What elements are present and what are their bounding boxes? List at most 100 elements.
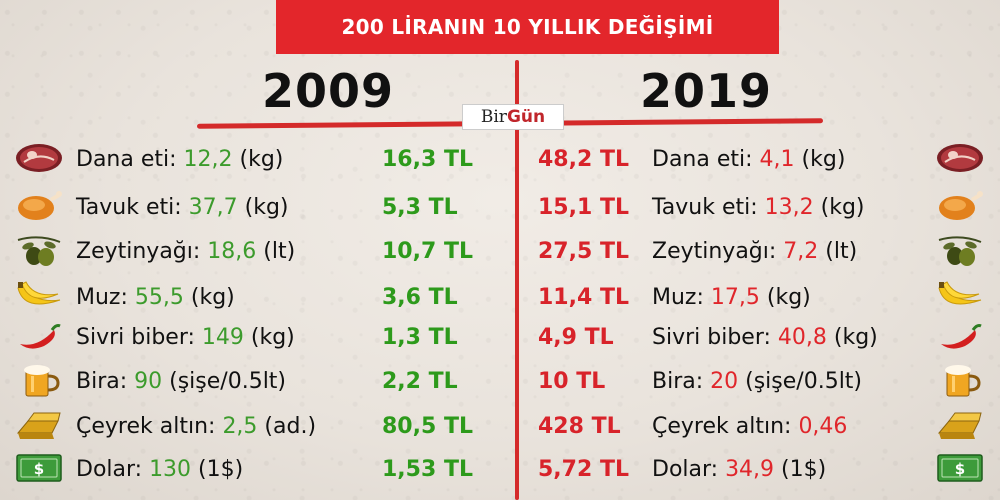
item-name: Dolar: xyxy=(76,456,150,482)
item-name: Dolar: xyxy=(652,456,726,482)
item-name: Dana eti: xyxy=(76,146,184,172)
item-name: Tavuk eti: xyxy=(76,194,189,220)
unit-price-2019: 11,4 TL xyxy=(538,284,629,310)
item-label-2009: Dana eti: 12,2 (kg) xyxy=(76,140,283,178)
item-name: Tavuk eti: xyxy=(652,194,765,220)
item-quantity: 2,5 xyxy=(222,413,258,439)
item-label-2019: Sivri biber: 40,8 (kg) xyxy=(652,318,878,356)
item-name: Zeytinyağı: xyxy=(652,238,784,264)
beer-mug-icon xyxy=(935,362,985,398)
unit-price-2009: 1,53 TL xyxy=(382,456,473,482)
item-name: Muz: xyxy=(652,284,711,310)
item-quantity: 37,7 xyxy=(188,194,238,220)
item-quantity: 90 xyxy=(134,368,163,394)
item-quantity: 130 xyxy=(149,456,192,482)
item-name: Çeyrek altın: xyxy=(76,413,223,439)
item-unit: (kg) xyxy=(243,324,295,350)
item-label-2009: Çeyrek altın: 2,5 (ad.) xyxy=(76,407,316,445)
dollar-bill-icon xyxy=(14,450,64,486)
item-quantity: 12,2 xyxy=(183,146,233,172)
unit-price-2019: 48,2 TL xyxy=(538,146,629,172)
item-label-2009: Tavuk eti: 37,7 (kg) xyxy=(76,188,289,226)
year-2019-heading: 2019 xyxy=(640,64,773,118)
item-name: Bira: xyxy=(652,368,711,394)
unit-price-2019: 10 TL xyxy=(538,368,606,394)
unit-price-2009: 3,6 TL xyxy=(382,284,458,310)
item-unit: (kg) xyxy=(759,284,811,310)
item-quantity: 0,46 xyxy=(798,413,848,439)
item-label-2009: Muz: 55,5 (kg) xyxy=(76,278,235,316)
item-quantity: 4,1 xyxy=(759,146,795,172)
vertical-divider xyxy=(515,60,519,500)
item-name: Muz: xyxy=(76,284,135,310)
item-label-2019: Zeytinyağı: 7,2 (lt) xyxy=(652,232,857,270)
chili-pepper-icon xyxy=(14,318,64,354)
unit-price-2009: 2,2 TL xyxy=(382,368,458,394)
item-quantity: 18,6 xyxy=(207,238,257,264)
item-unit: (şişe/0.5lt) xyxy=(162,368,287,394)
item-name: Sivri biber: xyxy=(76,324,202,350)
dollar-bill-icon xyxy=(935,450,985,486)
item-unit: (kg) xyxy=(183,284,235,310)
item-name: Bira: xyxy=(76,368,135,394)
unit-price-2009: 5,3 TL xyxy=(382,194,458,220)
item-quantity: 55,5 xyxy=(134,284,184,310)
item-label-2019: Muz: 17,5 (kg) xyxy=(652,278,811,316)
item-unit: (kg) xyxy=(826,324,878,350)
unit-price-2009: 10,7 TL xyxy=(382,238,473,264)
item-unit: (1$) xyxy=(774,456,827,482)
year-2009-heading: 2009 xyxy=(262,64,395,118)
gold-bar-icon xyxy=(935,407,985,443)
unit-price-2019: 15,1 TL xyxy=(538,194,629,220)
item-unit: (lt) xyxy=(256,238,296,264)
unit-price-2019: 27,5 TL xyxy=(538,238,629,264)
item-unit: (kg) xyxy=(232,146,284,172)
banana-icon xyxy=(935,278,985,314)
olive-icon xyxy=(935,232,985,268)
unit-price-2009: 80,5 TL xyxy=(382,413,473,439)
item-label-2019: Dana eti: 4,1 (kg) xyxy=(652,140,845,178)
item-name: Dana eti: xyxy=(652,146,760,172)
item-name: Zeytinyağı: xyxy=(76,238,208,264)
item-unit: (kg) xyxy=(813,194,865,220)
item-quantity: 34,9 xyxy=(725,456,775,482)
unit-price-2009: 1,3 TL xyxy=(382,324,458,350)
item-unit: (ad.) xyxy=(257,413,317,439)
steak-icon xyxy=(14,140,64,176)
page-title: 200 LİRANIN 10 YILLIK DEĞİŞİMİ xyxy=(276,0,779,54)
item-name: Çeyrek altın: xyxy=(652,413,799,439)
banana-icon xyxy=(14,278,64,314)
chili-pepper-icon xyxy=(935,318,985,354)
item-label-2019: Çeyrek altın: 0,46 xyxy=(652,407,847,445)
birgun-logo: Bir Gün xyxy=(462,104,564,130)
item-unit: (şişe/0.5lt) xyxy=(738,368,863,394)
roast-chicken-icon xyxy=(935,188,985,224)
gold-bar-icon xyxy=(14,407,64,443)
item-label-2019: Bira: 20 (şişe/0.5lt) xyxy=(652,362,862,400)
beer-mug-icon xyxy=(14,362,64,398)
item-unit: (kg) xyxy=(237,194,289,220)
roast-chicken-icon xyxy=(14,188,64,224)
item-name: Sivri biber: xyxy=(652,324,778,350)
logo-text-bir: Bir xyxy=(480,107,507,127)
unit-price-2019: 4,9 TL xyxy=(538,324,614,350)
item-quantity: 13,2 xyxy=(764,194,814,220)
logo-text-gun: Gün xyxy=(506,107,546,127)
item-label-2019: Tavuk eti: 13,2 (kg) xyxy=(652,188,865,226)
item-label-2009: Sivri biber: 149 (kg) xyxy=(76,318,295,356)
item-quantity: 17,5 xyxy=(710,284,760,310)
olive-icon xyxy=(14,232,64,268)
unit-price-2019: 428 TL xyxy=(538,413,621,439)
item-unit: (kg) xyxy=(794,146,846,172)
item-quantity: 149 xyxy=(201,324,244,350)
item-quantity: 40,8 xyxy=(777,324,827,350)
item-label-2009: Bira: 90 (şişe/0.5lt) xyxy=(76,362,286,400)
unit-price-2009: 16,3 TL xyxy=(382,146,473,172)
item-quantity: 7,2 xyxy=(783,238,819,264)
steak-icon xyxy=(935,140,985,176)
item-unit: (1$) xyxy=(191,456,244,482)
unit-price-2019: 5,72 TL xyxy=(538,456,629,482)
item-label-2009: Dolar: 130 (1$) xyxy=(76,450,243,488)
item-label-2009: Zeytinyağı: 18,6 (lt) xyxy=(76,232,295,270)
item-quantity: 20 xyxy=(710,368,739,394)
